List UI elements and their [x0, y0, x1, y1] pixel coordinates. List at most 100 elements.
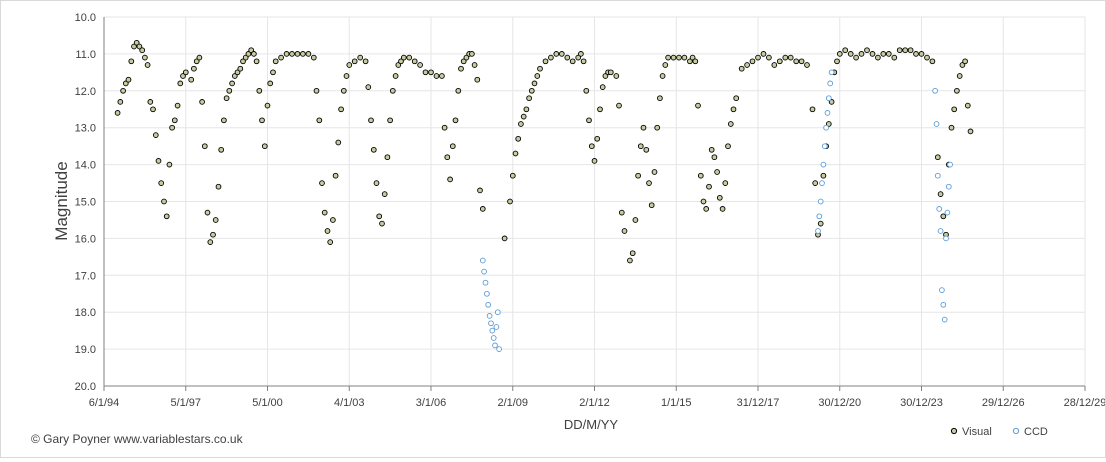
visual-point: [760, 51, 767, 57]
visual-point: [665, 54, 671, 61]
ccd-point: [941, 316, 948, 323]
visual-point: [858, 51, 865, 57]
visual-point: [131, 43, 137, 50]
visual-point: [651, 169, 658, 175]
visual-point: [177, 80, 184, 87]
x-tick-label: 6/1/94: [89, 397, 120, 409]
legend-visual-marker: [950, 427, 958, 435]
visual-point: [248, 47, 255, 54]
visual-point: [964, 102, 971, 109]
visual-point: [659, 73, 666, 79]
ccd-point: [820, 161, 827, 168]
visual-point: [880, 51, 887, 57]
visual-point: [128, 58, 135, 65]
visual-point: [575, 54, 582, 61]
legend-ccd-marker: [1012, 427, 1020, 435]
visual-point: [730, 106, 737, 113]
visual-point: [929, 58, 936, 65]
visual-point: [439, 73, 445, 79]
visual-point: [637, 143, 644, 150]
visual-point: [924, 54, 930, 61]
visual-point: [267, 80, 274, 87]
ccd-point: [932, 87, 938, 94]
visual-point: [501, 235, 508, 242]
ccd-point: [936, 206, 943, 212]
visual-point: [362, 58, 369, 65]
x-tick-label: 5/1/97: [170, 397, 201, 409]
visual-point: [697, 172, 704, 179]
visual-point: [951, 106, 958, 113]
visual-point: [520, 113, 527, 120]
visual-point: [169, 124, 175, 131]
visual-point: [133, 39, 140, 46]
visual-point: [635, 172, 641, 179]
visual-point: [433, 73, 440, 79]
visual-point: [706, 183, 712, 190]
visual-point: [395, 62, 402, 68]
visual-point: [270, 69, 276, 76]
visual-point: [477, 187, 483, 194]
visual-point: [708, 146, 715, 153]
visual-point: [444, 154, 451, 161]
visual-point: [896, 47, 903, 54]
visual-point: [463, 54, 470, 61]
visual-point: [218, 146, 225, 153]
ccd-point: [823, 124, 829, 131]
visual-point: [215, 183, 222, 190]
y-tick-label: 16.0: [75, 233, 96, 245]
y-tick-label: 15.0: [75, 197, 96, 209]
visual-point: [528, 87, 535, 94]
visual-point: [207, 239, 214, 245]
x-tick-labels: 6/1/94 5/1/97 5/1/00 4/1/03 3/1/06 2/1/09 2/1/…: [89, 386, 1106, 409]
visual-point: [727, 121, 734, 127]
visual-point: [182, 69, 189, 76]
visual-point: [558, 51, 565, 57]
visual-point: [542, 58, 549, 65]
visual-point: [700, 198, 707, 205]
visual-point: [259, 117, 265, 124]
ccd-point: [940, 301, 947, 308]
visual-point: [191, 65, 197, 72]
visual-point: [245, 51, 252, 57]
visual-point: [332, 172, 339, 179]
visual-point: [853, 54, 859, 61]
visual-point: [526, 95, 532, 102]
visual-point: [703, 206, 710, 212]
visual-point: [842, 47, 849, 54]
visual-point: [681, 54, 688, 61]
visual-point: [771, 62, 778, 68]
visual-point: [602, 73, 609, 79]
visual-point: [733, 95, 740, 102]
visual-point: [120, 87, 126, 94]
visual-point: [471, 62, 478, 68]
visual-point: [125, 76, 132, 83]
visual-point: [657, 95, 663, 102]
visual-point: [319, 180, 325, 186]
visual-point: [722, 180, 729, 186]
visual-point: [588, 143, 595, 150]
visual-point: [114, 110, 121, 116]
visual-point: [300, 51, 306, 57]
visual-point: [825, 121, 832, 127]
ccd-point: [496, 346, 502, 352]
y-tick-label: 19.0: [75, 344, 96, 356]
ccd-point: [481, 268, 487, 275]
visual-point: [321, 209, 328, 216]
visual-point: [834, 58, 840, 65]
visual-point: [648, 202, 655, 209]
x-tick-label: 3/1/06: [416, 397, 447, 409]
visual-point: [163, 213, 170, 220]
visual-point: [152, 132, 159, 138]
visual-point: [251, 51, 257, 57]
visual-point: [226, 87, 233, 94]
ccd-point: [486, 313, 493, 319]
ccd-point: [945, 183, 952, 190]
y-tick-label: 20.0: [75, 381, 96, 393]
x-tick-label: 30/12/23: [900, 397, 943, 409]
visual-point: [379, 220, 385, 227]
visual-point: [956, 73, 963, 79]
visual-point: [327, 239, 334, 245]
visual-point: [670, 54, 677, 61]
ccd-point: [821, 143, 828, 150]
